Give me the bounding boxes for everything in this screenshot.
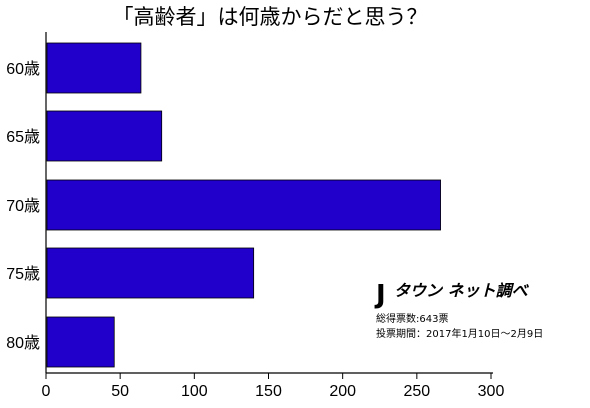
category-labels: 60歳 65歳 70歳 75歳 80歳 (6, 60, 40, 352)
brand-name: タウン ネット調べ (394, 281, 530, 300)
category-label-0: 60歳 (6, 60, 40, 78)
x-tick-label-4: 200 (329, 383, 356, 400)
x-tick-label-0: 0 (42, 383, 51, 400)
bar-4 (46, 316, 115, 368)
x-tick-label-2: 100 (181, 383, 208, 400)
x-tick-label-1: 50 (111, 383, 129, 400)
bar-0 (46, 42, 142, 94)
chart-title: 「高齢者」は何歳からだと思う？ (113, 5, 428, 29)
x-tick-label-6: 300 (478, 383, 505, 400)
category-label-3: 75歳 (6, 265, 40, 283)
category-label-2: 70歳 (6, 197, 40, 215)
bar-3 (46, 247, 255, 299)
brand-mark: J (374, 280, 386, 310)
bar-1 (46, 110, 163, 162)
bars-group (46, 42, 441, 368)
category-label-1: 65歳 (6, 128, 40, 146)
x-tick-label-5: 250 (403, 383, 430, 400)
voting-period-note: 投票期間：2017年1月10日〜2月9日 (376, 327, 543, 340)
bar-2 (46, 179, 441, 231)
category-label-4: 80歳 (6, 334, 40, 352)
brand-logo: J タウン ネット調べ (374, 280, 530, 310)
x-tick-label-3: 150 (255, 383, 282, 400)
x-axis-ticks: 0 50 100 150 200 250 300 (42, 373, 505, 400)
total-votes-note: 総得票数:643票 (376, 312, 448, 325)
